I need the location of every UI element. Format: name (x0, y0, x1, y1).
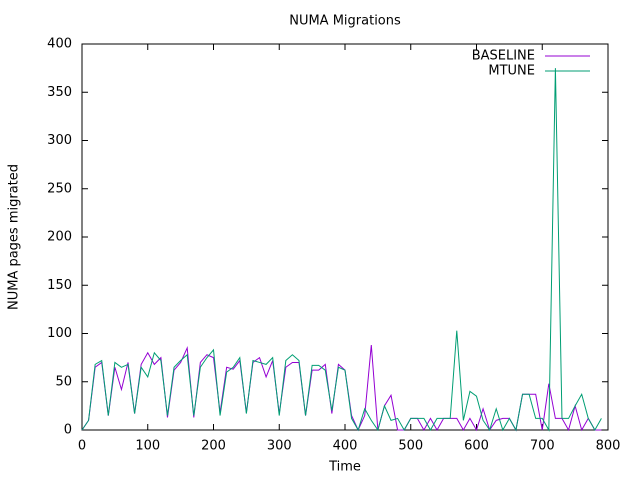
y-tick-label: 400 (47, 37, 72, 52)
y-axis-label: NUMA pages migrated (7, 164, 22, 310)
y-tick-label: 350 (47, 85, 72, 100)
x-tick-label: 700 (530, 439, 555, 454)
y-tick-label: 50 (55, 374, 72, 389)
x-tick-label: 500 (398, 439, 423, 454)
y-tick-label: 250 (47, 181, 72, 196)
series-line (81, 345, 602, 432)
x-tick-label: 800 (596, 439, 621, 454)
x-tick-label: 100 (135, 439, 160, 454)
legend-label: MTUNE (488, 64, 535, 79)
chart-title: NUMA Migrations (289, 14, 401, 29)
y-tick-label: 100 (47, 326, 72, 341)
x-tick-label: 600 (464, 439, 489, 454)
y-tick-label: 300 (47, 133, 72, 148)
x-axis-label: Time (328, 460, 361, 475)
x-tick-label: 0 (78, 439, 86, 454)
y-tick-label: 200 (47, 230, 72, 245)
legend-label: BASELINE (472, 49, 535, 64)
y-tick-label: 150 (47, 278, 72, 293)
x-tick-label: 200 (201, 439, 226, 454)
x-tick-label: 400 (333, 439, 358, 454)
series-line (81, 68, 602, 432)
x-tick-label: 300 (267, 439, 292, 454)
y-tick-label: 0 (64, 423, 72, 438)
